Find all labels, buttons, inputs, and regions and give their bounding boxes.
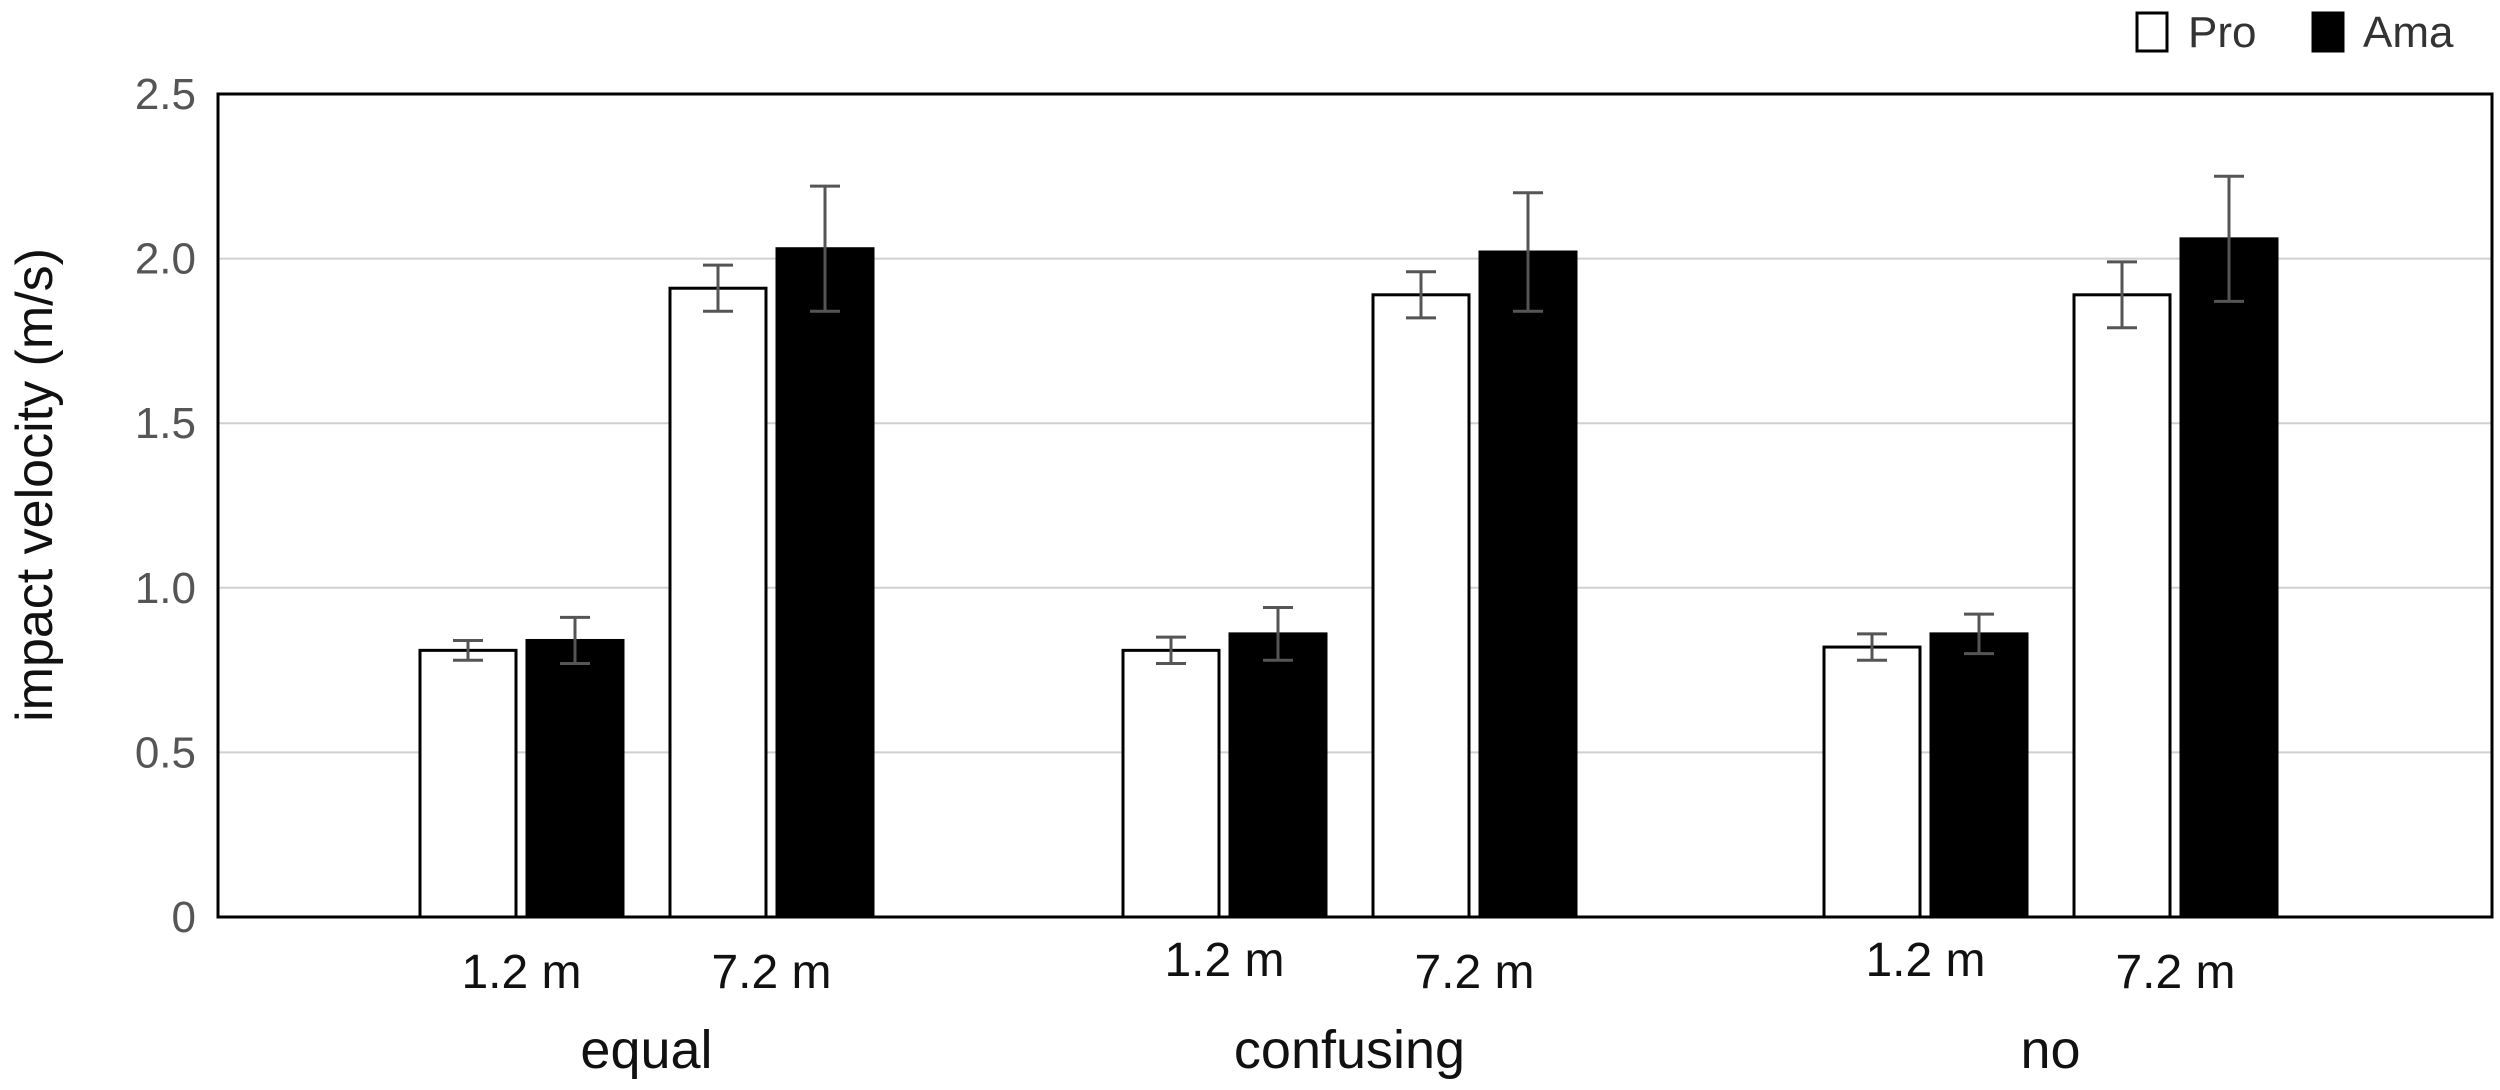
bar-ama-equal-72m [775,247,875,919]
bar-ama-confusing-12m [1228,632,1328,919]
error-bar [1263,606,1293,662]
group-label-confusing: confusing [1234,1020,1465,1080]
error-bar [1513,191,1543,313]
y-tick-label: 0 [172,893,196,942]
error-bars [453,174,2244,666]
category-label: 7.2 m [711,946,831,999]
bar-pro-no-12m [1822,645,1922,919]
y-tick-label: 2.0 [135,235,196,284]
bar-pro-equal-12m [418,648,518,919]
group-label-no: no [2020,1020,2080,1080]
error-bar [1406,270,1436,320]
y-tick-label: 1.5 [135,399,196,448]
error-bar [2107,260,2137,330]
legend: Pro Ama [2135,8,2454,57]
plot-area-frame [216,92,2494,919]
bar-ama-confusing-72m [1478,250,1578,919]
category-label: 7.2 m [1414,946,1534,999]
error-bar [1857,632,1887,662]
category-label: 1.2 m [461,946,581,999]
x-axis-labels: 1.2 m 7.2 m equal 1.2 m 7.2 m confusing 1.2 m 7… [461,934,2235,1080]
legend-swatch-pro [2135,11,2169,53]
error-bar [560,615,590,666]
error-bar [453,638,483,662]
category-label: 1.2 m [1865,934,1985,987]
error-bar [1156,635,1186,666]
error-bar [703,263,733,313]
legend-label-pro: Pro [2188,8,2256,57]
bar-pro-no-72m [2072,293,2172,919]
bar-pro-confusing-12m [1121,648,1221,919]
bar-pro-confusing-72m [1371,293,1471,919]
group-label-equal: equal [580,1020,712,1080]
category-label: 7.2 m [2115,946,2235,999]
legend-label-ama: Ama [2363,8,2454,57]
y-tick-label: 2.5 [135,70,196,119]
y-tick-label: 0.5 [135,728,196,777]
bar-pro-equal-72m [668,286,768,919]
error-bar [2214,174,2244,303]
bars [418,237,2279,919]
bar-ama-equal-12m [525,638,625,919]
y-axis-ticks: 0 0.5 1.0 1.5 2.0 2.5 [135,70,196,942]
bar-ama-no-72m [2179,237,2279,919]
error-bar [810,184,840,313]
y-axis-title: impact velocity (m/s) [6,248,64,722]
bar-ama-no-12m [1929,632,2029,919]
error-bar [1964,612,1994,656]
legend-swatch-ama [2311,11,2345,53]
category-label: 1.2 m [1164,934,1284,987]
y-tick-label: 1.0 [135,564,196,613]
